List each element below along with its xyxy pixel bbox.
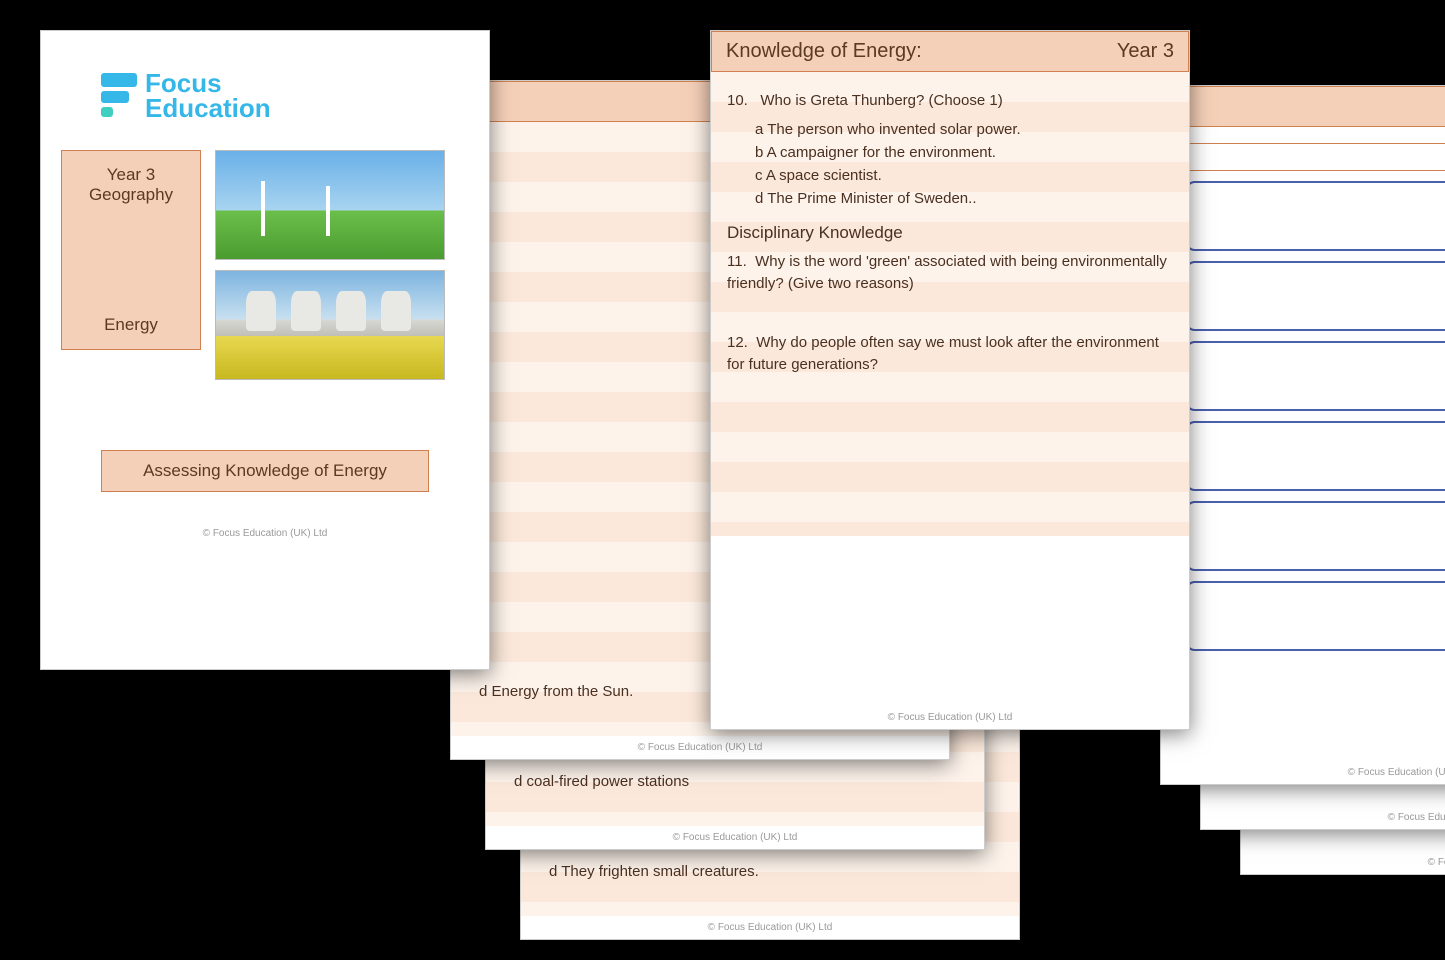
page-footer: © Focus Education (UK) Ltd <box>1161 761 1445 784</box>
page-footer: © Focus Education (UK) Ltd <box>1201 806 1445 829</box>
input-line[interactable] <box>1183 143 1445 171</box>
page-footer: © Focus Education (UK) Ltd <box>1241 851 1445 874</box>
cover-content-row: Year 3 Geography Energy <box>61 150 469 380</box>
page-footer: © Focus Education (UK) Ltd <box>61 522 469 545</box>
page-footer: © Focus Education (UK) Ltd <box>521 916 1019 939</box>
answer-row <box>1185 261 1445 331</box>
logo-icon <box>101 73 137 119</box>
power-station-image <box>215 270 445 380</box>
topic-box: Year 3 Geography Energy <box>61 150 201 350</box>
wind-turbines-image <box>215 150 445 260</box>
cover-images <box>215 150 445 380</box>
question-text: Who is Greta Thunberg? (Choose 1) <box>760 92 1002 109</box>
option-d: d They frighten small creatures. <box>549 863 759 880</box>
option-c[interactable]: c A space scientist. <box>755 167 1173 184</box>
section-heading: Disciplinary Knowledge <box>727 223 1173 243</box>
answer-row <box>1185 341 1445 411</box>
cover-page: FocusEducation Year 3 Geography Energy A… <box>40 30 490 670</box>
page-body: 10. Who is Greta Thunberg? (Choose 1) a … <box>711 72 1189 536</box>
answer-row <box>1185 581 1445 651</box>
page-header: Knowledge of Energy: Year 3 <box>711 31 1189 72</box>
question-10: 10. Who is Greta Thunberg? (Choose 1) <box>727 90 1173 113</box>
question-text: Why do people often say we must look aft… <box>727 334 1159 374</box>
option-d: d Energy from the Sun. <box>479 683 633 700</box>
answer-row <box>1185 181 1445 251</box>
answer-row <box>1185 421 1445 491</box>
form-body <box>1161 127 1445 761</box>
option-b[interactable]: b A campaigner for the environment. <box>755 144 1173 161</box>
page-footer: © Focus Education (UK) Ltd <box>711 706 1189 729</box>
question-number: 10. <box>727 92 748 109</box>
page-footer: © Focus Education (UK) Ltd <box>451 736 949 759</box>
assessment-title-box: Assessing Knowledge of Energy <box>101 450 429 492</box>
question-number: 12. <box>727 334 748 351</box>
option-a[interactable]: a The person who invented solar power. <box>755 121 1173 138</box>
question-12: 12. Why do people often say we must look… <box>727 332 1173 377</box>
header-title: Knowledge of Energy: <box>726 40 922 63</box>
year-label: Year 3 <box>1117 40 1174 63</box>
page-header: Year 3 <box>1161 86 1445 127</box>
brand-logo: FocusEducation <box>101 71 469 120</box>
page-footer: © Focus Education (UK) Ltd <box>486 826 984 849</box>
right-stack-page-2: Year 3 © Focus Education (UK) Ltd <box>1160 85 1445 785</box>
right-front-page: Knowledge of Energy: Year 3 10. Who is G… <box>710 30 1190 730</box>
option-d: d coal-fired power stations <box>514 773 689 790</box>
brand-name: FocusEducation <box>145 71 271 120</box>
cover-topic: Energy <box>76 315 186 335</box>
page-whitespace <box>711 536 1189 706</box>
option-d[interactable]: d The Prime Minister of Sweden.. <box>755 190 1173 207</box>
question-number: 11. <box>727 253 747 270</box>
cover-subject: Geography <box>76 185 186 205</box>
question-text: Why is the word 'green' associated with … <box>727 253 1167 293</box>
answer-row <box>1185 501 1445 571</box>
question-11: 11. Why is the word 'green' associated w… <box>727 251 1173 296</box>
cover-year: Year 3 <box>76 165 186 185</box>
